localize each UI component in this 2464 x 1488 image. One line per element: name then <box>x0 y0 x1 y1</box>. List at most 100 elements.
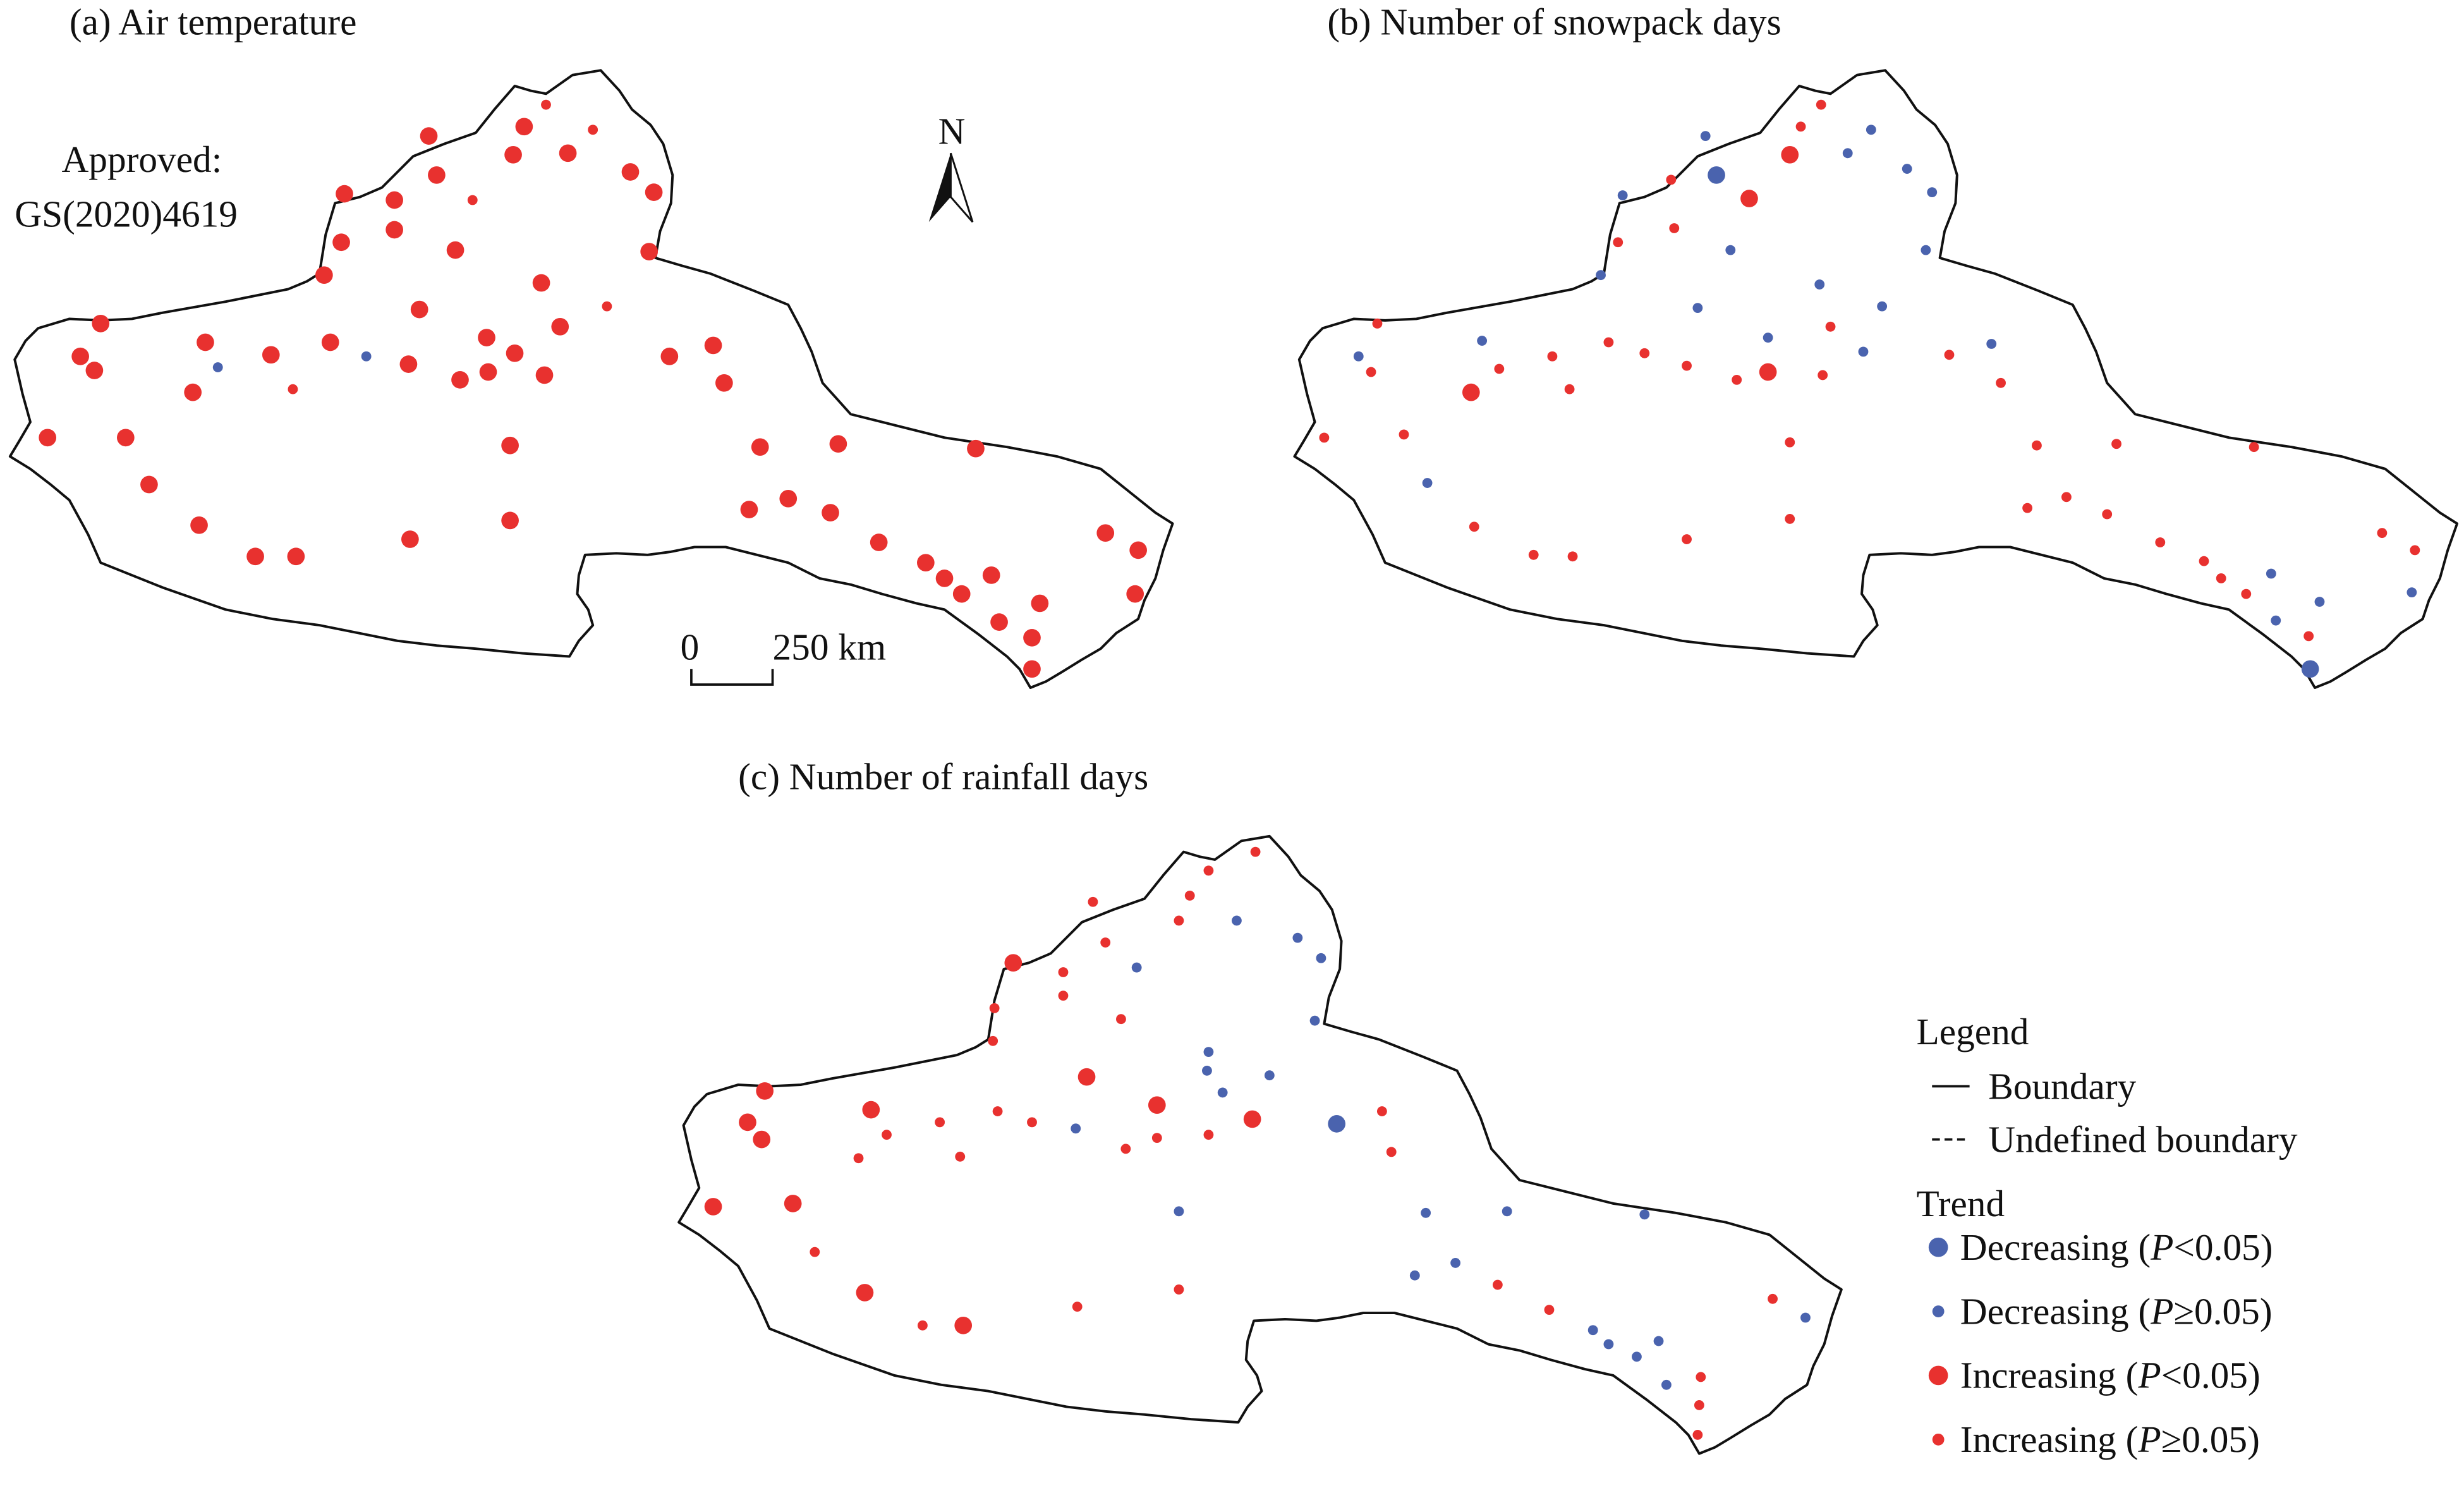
station-marker <box>315 266 333 284</box>
station-marker <box>1409 1270 1420 1281</box>
station-marker <box>2155 537 2166 547</box>
station-marker <box>2303 631 2314 642</box>
station-marker <box>1858 346 1869 357</box>
station-marker <box>212 362 223 372</box>
station-marker <box>1759 363 1777 381</box>
station-marker <box>882 1130 892 1140</box>
station-marker <box>967 439 985 458</box>
station-marker <box>1174 1284 1184 1295</box>
legend-marker <box>1928 1365 1948 1386</box>
station-marker <box>1816 99 1826 110</box>
station-marker <box>1399 429 1409 440</box>
station-marker <box>1353 351 1364 362</box>
station-marker <box>1768 1293 1778 1304</box>
north-arrow: N <box>928 110 974 223</box>
legend-label: Increasing (P<0.05) <box>1960 1355 2261 1396</box>
panel-title: (b) Number of snowpack days <box>1327 1 1781 42</box>
station-marker <box>1316 953 1326 963</box>
station-marker <box>1795 121 1806 132</box>
station-marker <box>39 429 57 447</box>
station-marker <box>1502 1206 1512 1217</box>
station-marker <box>640 243 658 260</box>
station-marker <box>332 233 350 252</box>
station-marker <box>1528 549 1539 560</box>
station-marker <box>1944 350 1955 360</box>
approval-text: GS(2020)4619 <box>15 193 238 235</box>
station-marker <box>588 125 598 135</box>
legend-title: Trend <box>1917 1183 2005 1224</box>
station-marker <box>862 1101 880 1119</box>
station-marker <box>246 547 264 566</box>
station-marker <box>401 530 419 548</box>
scale-line <box>690 669 774 686</box>
station-marker <box>410 300 428 319</box>
station-marker <box>1785 437 1795 448</box>
station-marker <box>1072 1302 1083 1312</box>
station-marker <box>1058 967 1069 977</box>
station-marker <box>336 185 353 203</box>
station-marker <box>1653 1336 1664 1346</box>
station-marker <box>2301 660 2319 678</box>
station-marker <box>262 346 280 364</box>
station-marker <box>1023 629 1041 647</box>
legend-label: Undefined boundary <box>1988 1118 2298 1160</box>
station-marker <box>935 570 954 587</box>
panel-title: (a) Air temperature <box>70 1 357 42</box>
station-marker <box>955 1151 966 1162</box>
station-marker <box>753 1130 771 1149</box>
station-marker <box>1202 1065 1212 1076</box>
station-marker <box>1639 1209 1650 1220</box>
station-marker <box>1469 521 1479 532</box>
station-marker <box>1740 190 1758 207</box>
station-marker <box>751 438 769 456</box>
station-marker <box>1386 1147 1397 1157</box>
station-marker <box>451 371 469 389</box>
station-marker <box>515 118 533 136</box>
station-marker <box>2377 528 2388 539</box>
station-marker <box>992 1106 1003 1116</box>
station-marker <box>321 333 339 351</box>
station-marker <box>1632 1351 1642 1362</box>
station-marker <box>1203 865 1214 876</box>
station-marker <box>1547 351 1558 362</box>
station-marker <box>853 1153 864 1164</box>
station-marker <box>501 511 519 530</box>
station-marker <box>1587 1325 1598 1336</box>
station-marker <box>532 274 550 292</box>
station-marker <box>1004 954 1023 972</box>
station-marker <box>1781 145 1799 164</box>
region-boundary <box>677 834 1843 1455</box>
station-marker <box>1023 660 1041 678</box>
legend-marker <box>1928 1237 1948 1257</box>
legend: Legend Boundary Undefined boundary Trend <box>1917 1011 2298 1224</box>
station-marker <box>420 127 438 145</box>
station-marker <box>1131 962 1142 973</box>
station-marker <box>1544 1305 1555 1315</box>
station-marker <box>1725 245 1736 255</box>
station-marker <box>1203 1047 1214 1058</box>
station-marker <box>1596 270 1606 281</box>
station-marker <box>1096 524 1115 542</box>
station-marker <box>1126 585 1144 603</box>
station-marker <box>715 374 733 392</box>
station-marker <box>1129 541 1147 559</box>
station-marker <box>1661 1379 1672 1390</box>
arrow-half <box>949 152 974 223</box>
station-marker <box>2102 509 2113 520</box>
legend-label-part: <0.05) <box>2173 1226 2273 1268</box>
arrow-half <box>928 153 951 223</box>
station-marker <box>1477 336 1488 346</box>
legend-label: Increasing (P≥0.05) <box>1960 1418 2260 1460</box>
station-marker <box>1319 432 1330 443</box>
legend-marker <box>1932 1433 1945 1446</box>
legend-label: Boundary <box>1988 1065 2136 1107</box>
station-marker <box>385 191 403 209</box>
station-marker <box>1567 551 1578 562</box>
station-marker <box>1027 1117 1037 1128</box>
station-marker <box>990 613 1008 631</box>
station-marker <box>1986 339 1997 349</box>
station-marker <box>952 585 971 603</box>
station-marker <box>385 221 403 239</box>
station-marker <box>1603 1339 1614 1350</box>
